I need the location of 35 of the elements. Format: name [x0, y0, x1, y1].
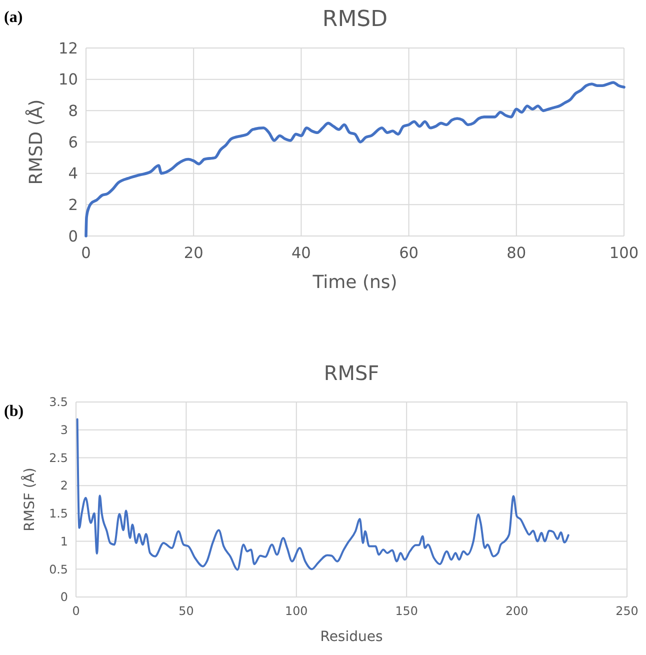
- y-tick-label: 3.5: [49, 395, 68, 410]
- x-tick-label: 0: [81, 244, 91, 262]
- y-tick-label: 0.5: [49, 562, 68, 576]
- y-tick-label: 4: [68, 164, 78, 183]
- x-tick-label: 250: [616, 604, 638, 618]
- x-tick-label: 100: [285, 604, 308, 618]
- y-tick-label: 10: [58, 70, 78, 89]
- x-tick-label: 40: [291, 244, 311, 262]
- y-tick-label: 2: [68, 196, 78, 214]
- x-axis-title: Time (ns): [312, 272, 398, 293]
- y-tick-label: 6: [68, 133, 78, 152]
- y-tick-label: 1: [60, 534, 68, 548]
- y-tick-label: 0: [60, 590, 68, 604]
- y-tick-label: 1.5: [49, 506, 68, 521]
- text: (a): [4, 9, 23, 26]
- x-axis-title: Residues: [320, 629, 383, 645]
- x-tick-label: 150: [395, 604, 418, 618]
- y-axis-title: RMSD (Å): [25, 99, 47, 185]
- chart-title: RMSD: [322, 7, 388, 32]
- x-tick-label: 100: [609, 244, 639, 262]
- x-tick-label: 20: [184, 244, 204, 262]
- text: (b): [4, 403, 24, 420]
- x-tick-label: 50: [178, 604, 194, 618]
- x-tick-label: 80: [506, 244, 526, 262]
- chart-title: RMSF: [324, 361, 380, 385]
- y-axis-title: RMSF (Å): [21, 468, 38, 532]
- x-tick-label: 200: [505, 604, 528, 618]
- y-tick-label: 2.5: [49, 450, 68, 465]
- line-series: [76, 418, 570, 571]
- x-tick-label: 60: [399, 244, 419, 262]
- y-tick-label: 2: [60, 478, 68, 493]
- y-tick-label: 0: [68, 227, 78, 246]
- y-tick-label: 12: [58, 39, 78, 58]
- y-tick-label: 8: [68, 102, 78, 120]
- y-tick-label: 3: [60, 423, 68, 438]
